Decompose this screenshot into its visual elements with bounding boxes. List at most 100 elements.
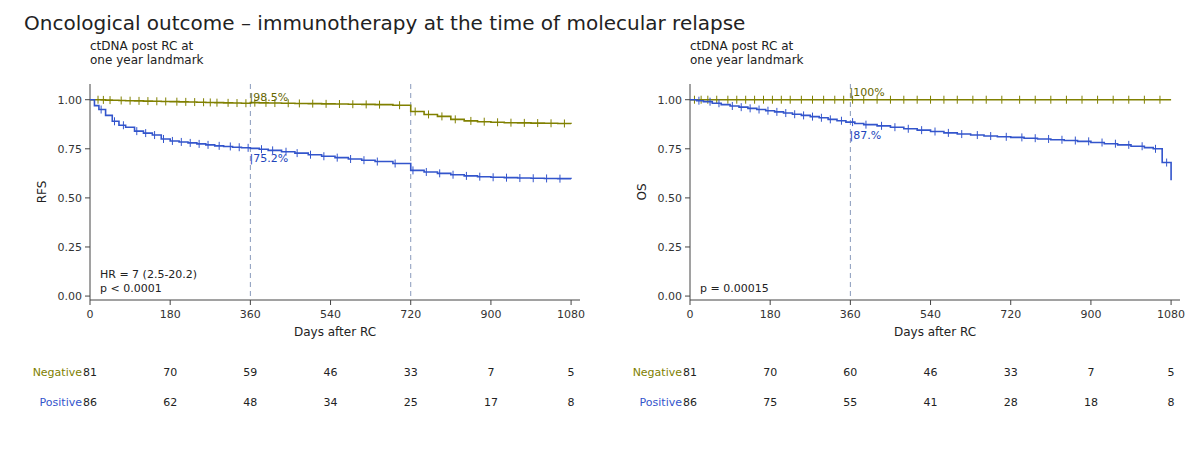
panel: ctDNA post RC atone year landmark0.000.2… bbox=[633, 39, 1185, 409]
subtitle: ctDNA post RC atone year landmark bbox=[90, 39, 204, 67]
censor-mark bbox=[219, 142, 220, 150]
censor-mark bbox=[903, 96, 904, 104]
risk-count: 33 bbox=[404, 366, 418, 379]
risk-count: 7 bbox=[487, 366, 494, 379]
censor-mark bbox=[1115, 140, 1116, 148]
tick bbox=[490, 300, 491, 305]
risk-count: 60 bbox=[843, 366, 857, 379]
tick-label: 360 bbox=[840, 308, 861, 321]
censor-mark bbox=[736, 96, 737, 104]
censor-mark bbox=[312, 100, 313, 108]
censor-mark bbox=[470, 117, 471, 125]
x-axis bbox=[90, 300, 580, 301]
annotation: |87.% bbox=[849, 129, 881, 142]
tick bbox=[1171, 300, 1172, 305]
censor-mark bbox=[210, 98, 211, 106]
tick-label: 0.75 bbox=[58, 143, 83, 156]
text-line: ctDNA post RC at bbox=[90, 39, 194, 53]
censor-mark bbox=[510, 119, 511, 127]
censor-mark bbox=[181, 138, 182, 146]
censor-mark bbox=[199, 140, 200, 148]
tick-label: 0.00 bbox=[658, 290, 683, 303]
censor-mark bbox=[750, 104, 751, 112]
censor-mark bbox=[564, 119, 565, 127]
censor-mark bbox=[203, 98, 204, 106]
censor-mark bbox=[1019, 96, 1020, 104]
censor-mark bbox=[98, 96, 99, 104]
censor-mark bbox=[228, 99, 229, 107]
tick-label: 180 bbox=[760, 308, 781, 321]
censor-mark bbox=[727, 96, 728, 104]
censor-mark bbox=[763, 96, 764, 104]
censor-mark bbox=[1102, 139, 1103, 147]
censor-mark bbox=[101, 106, 102, 114]
censor-mark bbox=[156, 97, 157, 105]
censor-mark bbox=[154, 131, 155, 139]
censor-mark bbox=[1097, 96, 1098, 104]
censor-mark bbox=[439, 169, 440, 177]
censor-mark bbox=[830, 115, 831, 123]
text-line: one year landmark bbox=[90, 53, 204, 67]
tick-label: 0 bbox=[687, 308, 694, 321]
risk-count: 62 bbox=[163, 396, 177, 409]
stats-text: HR = 7 (2.5-20.2)p < 0.0001 bbox=[100, 268, 197, 295]
censor-mark bbox=[239, 143, 240, 151]
censor-mark bbox=[759, 106, 760, 114]
x-axis bbox=[690, 300, 1180, 301]
censor-mark bbox=[248, 144, 249, 152]
censor-mark bbox=[794, 110, 795, 118]
censor-mark bbox=[350, 155, 351, 163]
reference-line bbox=[250, 84, 251, 300]
censor-mark bbox=[551, 119, 552, 127]
tick-label: 0.25 bbox=[58, 241, 83, 254]
censor-mark bbox=[537, 119, 538, 127]
tick-label: 900 bbox=[1080, 308, 1101, 321]
tick bbox=[410, 300, 411, 305]
censor-mark bbox=[1155, 145, 1156, 153]
annotation: |75.2% bbox=[249, 152, 288, 165]
tick-label: 900 bbox=[480, 308, 501, 321]
tick-label: 0.50 bbox=[658, 192, 683, 205]
x-axis-label: Days after RC bbox=[294, 325, 376, 339]
censor-mark bbox=[121, 96, 122, 104]
censor-mark bbox=[745, 96, 746, 104]
censor-mark bbox=[972, 96, 973, 104]
censor-mark bbox=[948, 129, 949, 137]
tick-label: 0.75 bbox=[658, 143, 683, 156]
tick-label: 720 bbox=[400, 308, 421, 321]
reference-line bbox=[850, 84, 851, 300]
risk-row-label: Negative bbox=[33, 366, 83, 379]
censor-mark bbox=[790, 96, 791, 104]
censor-mark bbox=[497, 118, 498, 126]
censor-mark bbox=[834, 96, 835, 104]
censor-mark bbox=[377, 158, 378, 166]
censor-mark bbox=[1050, 96, 1051, 104]
censor-mark bbox=[130, 97, 131, 105]
censor-mark bbox=[776, 108, 777, 116]
censor-mark bbox=[533, 174, 534, 182]
text-line: p = 0.00015 bbox=[700, 282, 769, 295]
tick-label: 1080 bbox=[557, 308, 585, 321]
tick-label: 1.00 bbox=[658, 94, 683, 107]
censor-mark bbox=[216, 99, 217, 107]
risk-count: 5 bbox=[568, 366, 575, 379]
censor-mark bbox=[546, 174, 547, 182]
annotation: |100% bbox=[849, 86, 884, 99]
risk-count: 70 bbox=[163, 366, 177, 379]
censor-mark bbox=[1035, 96, 1036, 104]
censor-mark bbox=[990, 132, 991, 140]
censor-mark bbox=[237, 99, 238, 107]
risk-count: 41 bbox=[924, 396, 938, 409]
text-line: HR = 7 (2.5-20.2) bbox=[100, 268, 197, 281]
censor-mark bbox=[123, 121, 124, 129]
tick-label: 540 bbox=[920, 308, 941, 321]
title: Oncological outcome – immunotherapy at t… bbox=[24, 11, 745, 35]
censor-mark bbox=[812, 113, 813, 121]
y-axis bbox=[90, 84, 91, 300]
censor-mark bbox=[337, 154, 338, 162]
censor-mark bbox=[441, 112, 442, 120]
censor-mark bbox=[843, 96, 844, 104]
censor-mark bbox=[1128, 96, 1129, 104]
tick-label: 0.25 bbox=[658, 241, 683, 254]
censor-mark bbox=[103, 96, 104, 104]
